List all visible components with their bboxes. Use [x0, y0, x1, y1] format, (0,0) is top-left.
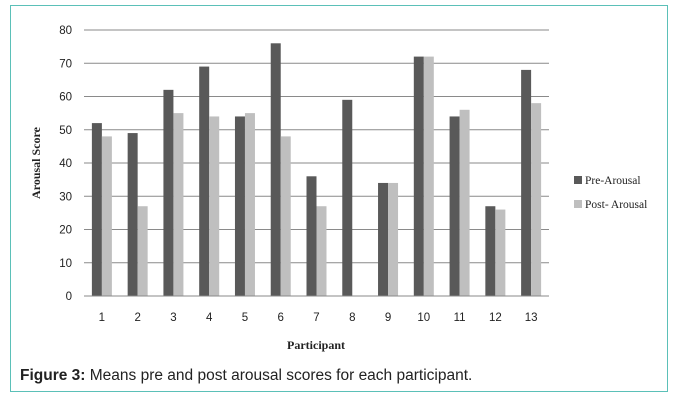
x-tick-label: 10	[417, 312, 430, 324]
bar-pre-p8	[342, 99, 353, 296]
bar-post-p10	[423, 56, 434, 296]
bars	[91, 43, 542, 297]
y-tick-label: 20	[59, 225, 72, 237]
bar-post-p11	[459, 109, 470, 296]
x-tick-label: 7	[313, 312, 319, 324]
bar-post-p2	[137, 206, 148, 296]
x-tick-label: 11	[454, 312, 466, 324]
bar-post-p1	[101, 136, 112, 296]
x-tick-label: 1	[99, 312, 105, 324]
bar-post-p13	[531, 103, 542, 297]
bar-pre-p6	[270, 43, 281, 296]
bar-pre-p3	[163, 89, 174, 296]
bar-post-p6	[280, 136, 291, 296]
bar-pre-p4	[199, 66, 210, 296]
bar-pre-p12	[485, 206, 496, 296]
bar-pre-p2	[127, 133, 138, 296]
x-tick-label: 8	[349, 312, 355, 324]
x-tick-labels: 1 2 3 4 5 6 7 8 9 10 11 12 13	[99, 312, 538, 324]
bar-post-p5	[244, 113, 255, 296]
grid-lines	[84, 29, 549, 264]
bar-post-p3	[173, 113, 184, 296]
bar-post-p9	[388, 182, 399, 296]
x-tick-label: 6	[278, 312, 284, 324]
bar-post-p4	[209, 116, 220, 296]
legend-swatch	[574, 200, 582, 208]
y-tick-label: 50	[59, 125, 72, 137]
y-tick-label: 70	[59, 58, 72, 70]
figure-frame	[10, 5, 668, 392]
x-tick-label: 9	[385, 312, 391, 324]
legend-label: Pre-Arousal	[585, 175, 641, 187]
x-tick-label: 3	[170, 312, 176, 324]
bar-post-p12	[495, 209, 506, 296]
bar-post-p7	[316, 206, 327, 296]
legend-label: Post- Arousal	[585, 199, 647, 211]
bar-pre-p9	[378, 182, 389, 296]
bar-pre-p1	[91, 123, 102, 296]
bar-pre-p7	[306, 176, 317, 296]
legend: Pre-Arousal Post- Arousal	[574, 175, 647, 211]
x-axis-title: Participant	[287, 338, 345, 352]
y-tick-label: 40	[59, 158, 72, 170]
x-tick-label: 4	[206, 312, 213, 324]
bar-pre-p10	[413, 56, 424, 296]
y-tick-labels: 0 10 20 30 40 50 60 70 80	[59, 25, 72, 303]
bar-pre-p5	[234, 116, 245, 296]
caption-label: Figure 3:	[20, 367, 86, 384]
y-tick-label: 30	[59, 191, 72, 203]
y-tick-label: 80	[59, 25, 72, 37]
x-tick-label: 13	[525, 312, 538, 324]
legend-swatch	[574, 176, 582, 184]
bar-pre-p11	[449, 116, 460, 296]
x-tick-label: 12	[489, 312, 502, 324]
figure-caption: Figure 3: Means pre and post arousal sco…	[20, 367, 472, 385]
y-tick-label: 0	[66, 291, 72, 303]
y-tick-label: 60	[59, 92, 72, 104]
x-tick-label: 5	[242, 312, 248, 324]
y-tick-label: 10	[59, 258, 72, 270]
bar-pre-p13	[521, 69, 532, 297]
x-tick-label: 2	[134, 312, 140, 324]
caption-text: Means pre and post arousal scores for ea…	[85, 367, 473, 384]
y-axis-title: Arousal Score	[29, 126, 43, 199]
